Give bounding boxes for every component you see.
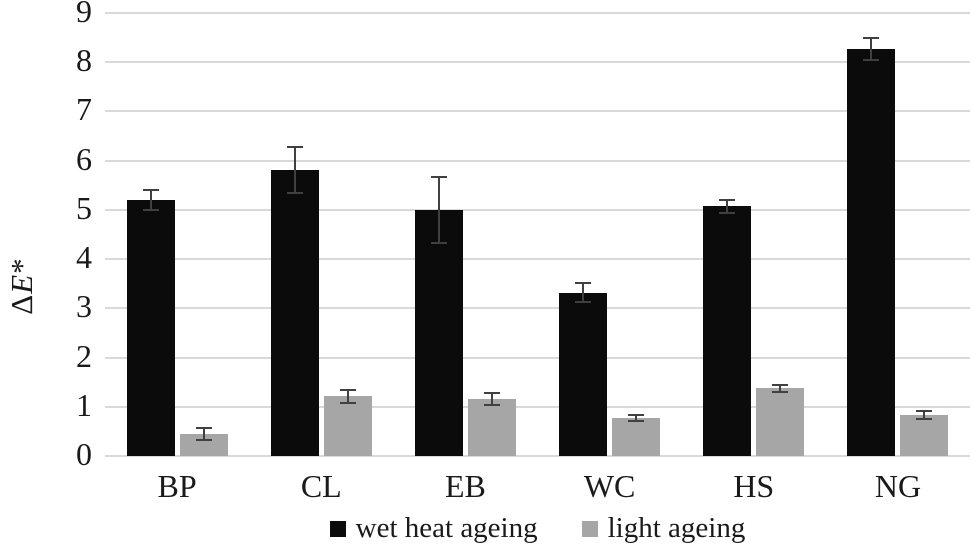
bar-wet-heat-ageing-eb bbox=[414, 175, 463, 456]
legend-item-light-ageing: light ageing bbox=[581, 512, 746, 545]
gridline bbox=[105, 159, 970, 162]
x-category-label: WC bbox=[583, 468, 636, 504]
error-bar bbox=[575, 282, 592, 303]
y-tick-label: 7 bbox=[76, 91, 92, 128]
x-axis: BP CL EB WC HS NG bbox=[105, 468, 970, 505]
y-tick-label: 4 bbox=[76, 239, 92, 276]
bar-light-ageing-ng bbox=[900, 410, 949, 456]
bar-light-ageing-wc bbox=[612, 413, 661, 456]
plot-area bbox=[105, 12, 970, 457]
error-bar bbox=[339, 388, 356, 405]
bar-light-ageing-eb bbox=[467, 391, 516, 456]
error-bar bbox=[430, 175, 447, 244]
y-tick-label: 1 bbox=[76, 386, 92, 423]
y-tick-label: 3 bbox=[76, 288, 92, 325]
gridline bbox=[105, 258, 970, 261]
x-category-label: CL bbox=[300, 468, 342, 504]
y-tick-label: 0 bbox=[76, 436, 92, 473]
bar-wet-heat-ageing-hs bbox=[703, 199, 752, 456]
legend-swatch-icon bbox=[581, 520, 598, 537]
bar-wet-heat-ageing-bp bbox=[126, 189, 175, 456]
gridline bbox=[105, 110, 970, 113]
legend-item-wet-heat-ageing: wet heat ageing bbox=[329, 512, 538, 545]
gridline bbox=[105, 61, 970, 64]
legend-label: wet heat ageing bbox=[355, 512, 538, 544]
gridline bbox=[105, 208, 970, 211]
error-bar bbox=[286, 146, 303, 194]
bar-wet-heat-ageing-wc bbox=[559, 282, 608, 456]
error-bar bbox=[719, 199, 736, 214]
gridline bbox=[105, 356, 970, 359]
error-bar bbox=[916, 410, 933, 421]
error-bar bbox=[863, 36, 880, 62]
x-category-label: HS bbox=[733, 468, 775, 504]
y-axis: 0 1 2 3 4 5 6 7 8 9 bbox=[0, 0, 92, 560]
bar-light-ageing-hs bbox=[756, 383, 805, 456]
gridline bbox=[105, 455, 970, 457]
y-tick-label: 9 bbox=[76, 0, 92, 30]
error-bar bbox=[628, 413, 645, 422]
error-bar bbox=[772, 383, 789, 393]
y-tick-label: 5 bbox=[76, 189, 92, 226]
gridline bbox=[105, 307, 970, 310]
legend: wet heat ageing light ageing bbox=[105, 512, 970, 545]
bar-light-ageing-bp bbox=[179, 426, 228, 456]
y-tick-label: 6 bbox=[76, 140, 92, 177]
bar-wet-heat-ageing-ng bbox=[847, 36, 896, 456]
x-category-label: BP bbox=[157, 468, 197, 504]
gridline bbox=[105, 12, 970, 14]
error-bar bbox=[195, 426, 212, 441]
bar-wet-heat-ageing-cl bbox=[270, 146, 319, 456]
error-bar bbox=[142, 189, 159, 211]
gridline bbox=[105, 405, 970, 408]
y-tick-label: 8 bbox=[76, 42, 92, 79]
error-bar bbox=[483, 391, 500, 407]
bar-light-ageing-cl bbox=[323, 388, 372, 456]
x-category-label: EB bbox=[444, 468, 486, 504]
x-category-label: NG bbox=[874, 468, 922, 504]
y-tick-label: 2 bbox=[76, 337, 92, 374]
legend-swatch-icon bbox=[329, 520, 346, 537]
legend-label: light ageing bbox=[607, 512, 746, 544]
